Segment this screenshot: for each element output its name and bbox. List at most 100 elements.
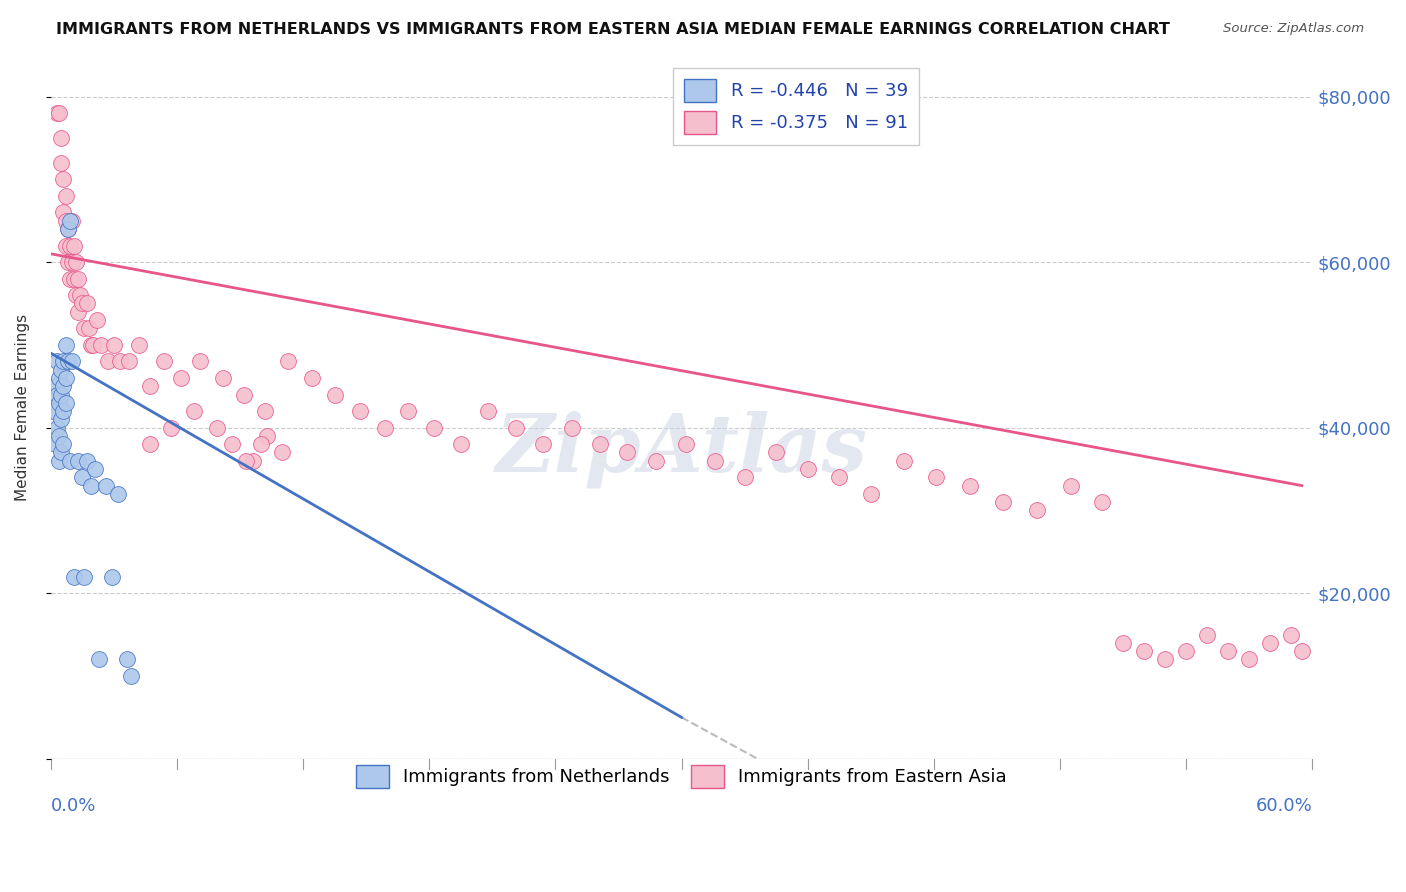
Point <box>450 437 472 451</box>
Point <box>52 205 75 219</box>
Point <box>1218 644 1240 658</box>
Point <box>301 371 323 385</box>
Point <box>73 569 96 583</box>
Point <box>675 437 697 451</box>
Point <box>46 420 69 434</box>
Point <box>55 189 77 203</box>
Point <box>60 255 83 269</box>
Text: IMMIGRANTS FROM NETHERLANDS VS IMMIGRANTS FROM EASTERN ASIA MEDIAN FEMALE EARNIN: IMMIGRANTS FROM NETHERLANDS VS IMMIGRANT… <box>56 22 1170 37</box>
Text: 60.0%: 60.0% <box>1256 797 1312 815</box>
Point <box>51 445 73 459</box>
Point <box>56 255 79 269</box>
Point <box>52 404 75 418</box>
Point <box>893 454 915 468</box>
Point <box>115 652 138 666</box>
Point <box>110 354 132 368</box>
Point <box>44 437 66 451</box>
Point <box>212 371 235 385</box>
Point <box>94 478 117 492</box>
Point <box>46 387 69 401</box>
Point <box>60 213 83 227</box>
Point <box>51 412 73 426</box>
Point <box>56 354 79 368</box>
Point <box>374 420 396 434</box>
Point <box>561 420 583 434</box>
Point <box>993 495 1015 509</box>
Point <box>1112 636 1135 650</box>
Point <box>48 429 70 443</box>
Point <box>76 454 98 468</box>
Point <box>97 354 120 368</box>
Point <box>277 354 299 368</box>
Point <box>69 288 91 302</box>
Point <box>107 487 129 501</box>
Point <box>90 338 112 352</box>
Point <box>67 305 90 319</box>
Point <box>72 470 94 484</box>
Point <box>616 445 638 459</box>
Point <box>242 454 264 468</box>
Point <box>103 338 125 352</box>
Point <box>63 271 86 285</box>
Point <box>67 271 90 285</box>
Point <box>205 420 228 434</box>
Point <box>55 396 77 410</box>
Point <box>72 296 94 310</box>
Point <box>250 437 273 451</box>
Point <box>531 437 554 451</box>
Point <box>48 371 70 385</box>
Point <box>588 437 610 451</box>
Point <box>1260 636 1282 650</box>
Point <box>63 238 86 252</box>
Point <box>1175 644 1198 658</box>
Point <box>44 379 66 393</box>
Point <box>765 445 787 459</box>
Point <box>138 437 160 451</box>
Point <box>48 396 70 410</box>
Point <box>77 321 100 335</box>
Point <box>80 478 103 492</box>
Point <box>63 569 86 583</box>
Point <box>159 420 181 434</box>
Point <box>645 454 668 468</box>
Point <box>67 454 90 468</box>
Point <box>120 669 142 683</box>
Point <box>235 454 257 468</box>
Point <box>51 387 73 401</box>
Legend: Immigrants from Netherlands, Immigrants from Eastern Asia: Immigrants from Netherlands, Immigrants … <box>346 754 1018 799</box>
Point <box>797 462 820 476</box>
Point <box>48 454 70 468</box>
Point <box>55 238 77 252</box>
Point <box>52 379 75 393</box>
Point <box>65 288 87 302</box>
Point <box>188 354 211 368</box>
Point <box>128 338 150 352</box>
Point <box>1026 503 1049 517</box>
Point <box>1091 495 1114 509</box>
Point <box>505 420 527 434</box>
Point <box>55 213 77 227</box>
Point <box>55 371 77 385</box>
Text: ZipAtlas: ZipAtlas <box>495 410 868 488</box>
Point <box>48 106 70 120</box>
Point <box>1059 478 1081 492</box>
Point <box>349 404 371 418</box>
Point <box>52 354 75 368</box>
Point <box>1197 627 1219 641</box>
Point <box>59 271 82 285</box>
Point <box>80 338 103 352</box>
Point <box>59 238 82 252</box>
Point <box>89 652 111 666</box>
Point <box>84 462 107 476</box>
Point <box>859 487 882 501</box>
Text: 0.0%: 0.0% <box>51 797 96 815</box>
Text: Source: ZipAtlas.com: Source: ZipAtlas.com <box>1223 22 1364 36</box>
Point <box>59 454 82 468</box>
Point <box>73 321 96 335</box>
Y-axis label: Median Female Earnings: Median Female Earnings <box>15 313 30 500</box>
Point <box>477 404 499 418</box>
Point <box>82 338 104 352</box>
Point <box>422 420 444 434</box>
Point <box>60 354 83 368</box>
Point <box>925 470 948 484</box>
